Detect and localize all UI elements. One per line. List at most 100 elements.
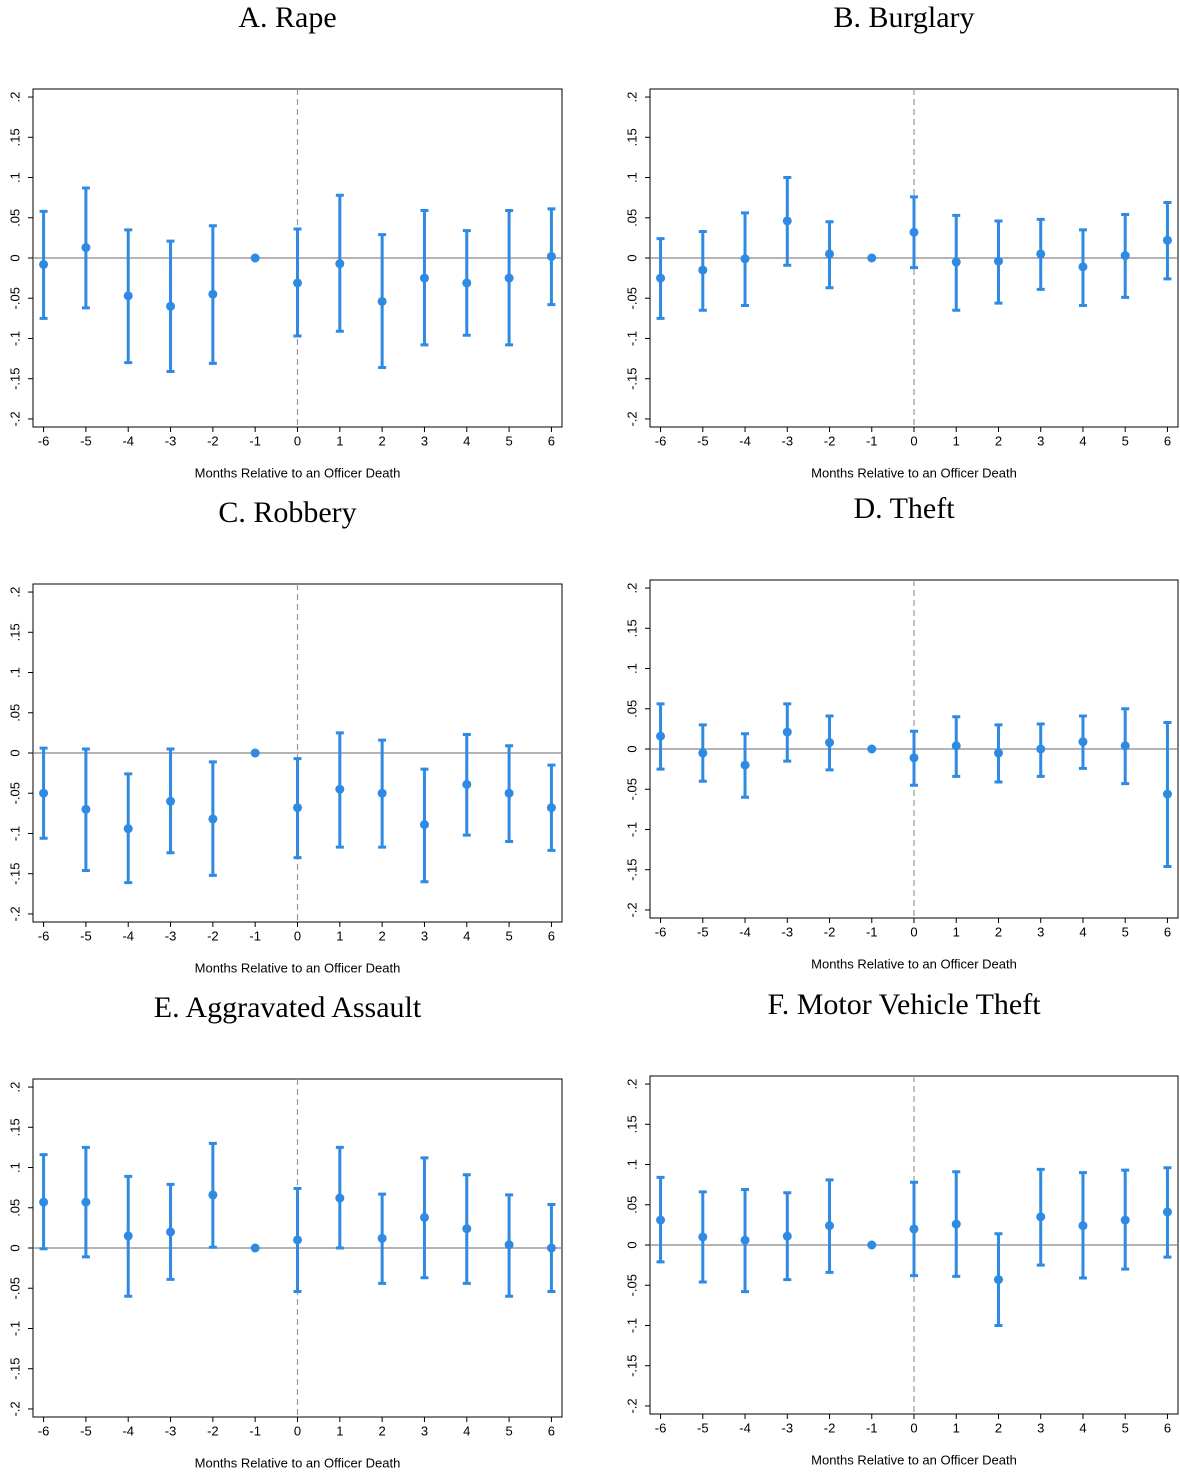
point [951,257,961,267]
y-tick-label: -.15 [7,863,22,885]
x-tick-label: 1 [336,1423,343,1438]
y-tick-label: .1 [7,172,22,183]
y-tick-label: -.05 [624,287,639,309]
point [1036,249,1046,259]
point [123,1231,133,1241]
y-tick-label: .1 [624,172,639,183]
x-tick-label: -5 [697,433,709,448]
x-tick-label: 2 [379,928,386,943]
x-tick-label: -5 [80,433,92,448]
point [504,788,514,798]
x-tick-label: -5 [697,924,709,939]
x-tick-label: -6 [655,924,667,939]
point [1162,235,1172,245]
point [656,1215,666,1225]
y-tick-label: -.15 [624,368,639,390]
point [504,1240,514,1250]
x-tick-label: -3 [781,924,793,939]
x-tick-label: 1 [953,1420,960,1435]
y-tick-label: .15 [624,1115,639,1133]
y-tick-label: .05 [624,209,639,227]
x-tick-label: -4 [122,433,134,448]
x-tick-label: -5 [80,1423,92,1438]
x-tick-label: -1 [249,928,261,943]
x-tick-label: -3 [165,1423,177,1438]
x-tick-label: 4 [463,433,470,448]
x-tick-label: -6 [38,928,50,943]
point [993,256,1003,266]
x-tick-label: -1 [866,1420,878,1435]
point [782,1231,792,1241]
x-tick-label: 3 [1037,433,1044,448]
x-tick-label: 6 [548,928,555,943]
point [335,259,345,269]
y-tick-label: .05 [7,1199,22,1217]
x-tick-label: -3 [165,928,177,943]
point [250,1243,260,1253]
y-tick-label: -.15 [624,1355,639,1377]
point [377,788,387,798]
x-tick-label: -4 [739,1420,751,1435]
x-axis-title: Months Relative to an Officer Death [195,465,401,480]
point [867,744,877,754]
point [867,253,877,263]
x-tick-label: 4 [1079,1420,1086,1435]
x-tick-label: 2 [995,433,1002,448]
point [993,748,1003,758]
x-tick-label: 6 [548,433,555,448]
y-tick-label: -.2 [624,411,639,426]
x-tick-label: 2 [379,433,386,448]
y-tick-label: -.05 [7,1277,22,1299]
x-tick-label: 6 [548,1423,555,1438]
point [546,251,556,261]
y-tick-label: -.15 [7,368,22,390]
point [293,1235,302,1245]
point [909,227,919,237]
x-tick-label: -2 [824,924,836,939]
y-tick-label: -.05 [7,287,22,309]
point [782,216,792,226]
x-tick-label: 0 [910,433,917,448]
x-tick-label: 6 [1164,1420,1171,1435]
y-tick-label: -.2 [624,902,639,917]
y-tick-label: .15 [7,128,22,146]
x-tick-label: -1 [866,433,878,448]
point [698,748,708,758]
y-tick-label: .15 [7,1118,22,1136]
point [782,727,792,737]
point [825,738,835,748]
point [166,1227,176,1237]
panel-title: A. Rape [238,1,336,34]
panel-title: D. Theft [853,492,955,525]
point [1120,741,1130,751]
y-tick-label: .2 [624,92,639,103]
point [546,1243,556,1253]
x-tick-label: 1 [953,433,960,448]
x-tick-label: -1 [249,1423,261,1438]
point [81,243,91,253]
x-tick-label: 6 [1164,924,1171,939]
x-tick-label: -6 [655,1420,667,1435]
point [166,301,176,311]
point [1078,737,1088,747]
point [825,249,835,259]
point [504,273,514,283]
y-tick-label: .2 [7,1082,22,1093]
y-tick-label: .05 [7,209,22,227]
point [39,788,49,798]
x-tick-label: 3 [421,1423,428,1438]
x-axis-title: Months Relative to an Officer Death [195,1455,401,1470]
x-tick-label: 4 [1079,924,1086,939]
point [1036,744,1046,754]
point [825,1221,835,1231]
panel-title: E. Aggravated Assault [154,991,422,1024]
x-tick-label: 4 [1079,433,1086,448]
panel-title: B. Burglary [833,1,974,34]
x-tick-label: 2 [995,1420,1002,1435]
y-tick-label: .2 [7,587,22,598]
x-tick-label: 1 [336,433,343,448]
point [208,289,218,299]
y-tick-label: -.2 [7,906,22,921]
y-tick-label: .05 [624,700,639,718]
